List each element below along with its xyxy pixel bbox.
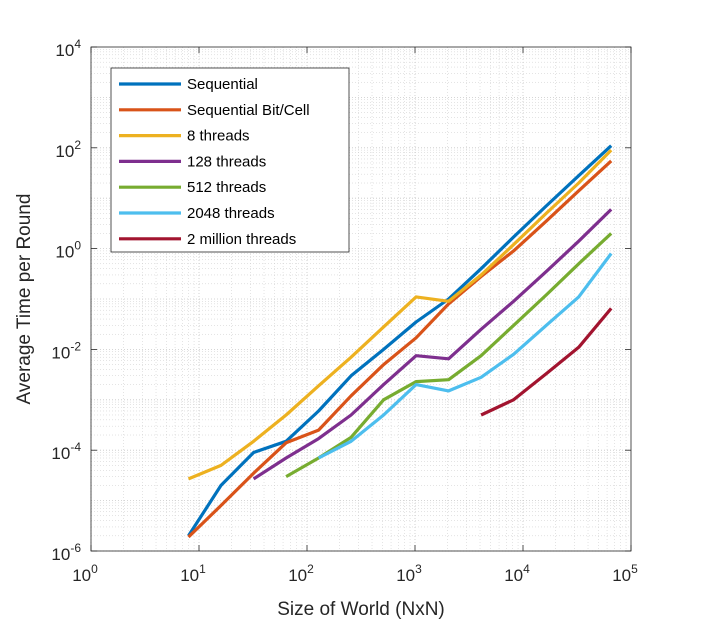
y-tick-label: 100 — [55, 239, 81, 262]
series-line — [252, 208, 613, 481]
legend-label: 512 threads — [187, 179, 266, 196]
x-axis-label: Size of World (NxN) — [277, 599, 445, 620]
legend-label: 8 threads — [187, 128, 250, 145]
legend-label: 2 million threads — [187, 231, 296, 248]
series-line — [317, 252, 613, 460]
series-line — [187, 148, 613, 481]
y-tick-label: 10-4 — [51, 440, 81, 463]
series-group — [187, 144, 613, 539]
axis-ticks — [90, 46, 632, 552]
series-line — [480, 307, 613, 417]
x-tick-label: 100 — [72, 562, 98, 585]
plot-frame — [90, 46, 632, 552]
legend-label: Sequential — [187, 76, 258, 93]
y-tick-label: 104 — [55, 37, 81, 60]
y-axis-label: Average Time per Round — [14, 194, 35, 405]
x-tick-label: 103 — [396, 562, 422, 585]
legend-label: 2048 threads — [187, 205, 275, 222]
series-line — [187, 144, 613, 537]
legend: Sequential Sequential Bit/Cell 8 threads 12… — [110, 67, 350, 253]
legend-label: 128 threads — [187, 153, 266, 170]
x-tick-label: 104 — [504, 562, 530, 585]
y-tick-label: 10-6 — [51, 541, 81, 564]
x-tick-label: 102 — [288, 562, 314, 585]
y-tick-label: 102 — [55, 138, 81, 161]
x-tick-label: 105 — [612, 562, 638, 585]
y-tick-label: 10-2 — [51, 339, 81, 362]
y-axis-tick-labels: 10-6 10-4 10-2 100 102 104 — [51, 37, 81, 564]
series-line — [187, 159, 613, 539]
legend-label: Sequential Bit/Cell — [187, 102, 310, 119]
x-axis-tick-labels: 100 101 102 103 104 105 — [72, 562, 638, 585]
series-line — [285, 232, 613, 478]
x-tick-label: 101 — [180, 562, 206, 585]
